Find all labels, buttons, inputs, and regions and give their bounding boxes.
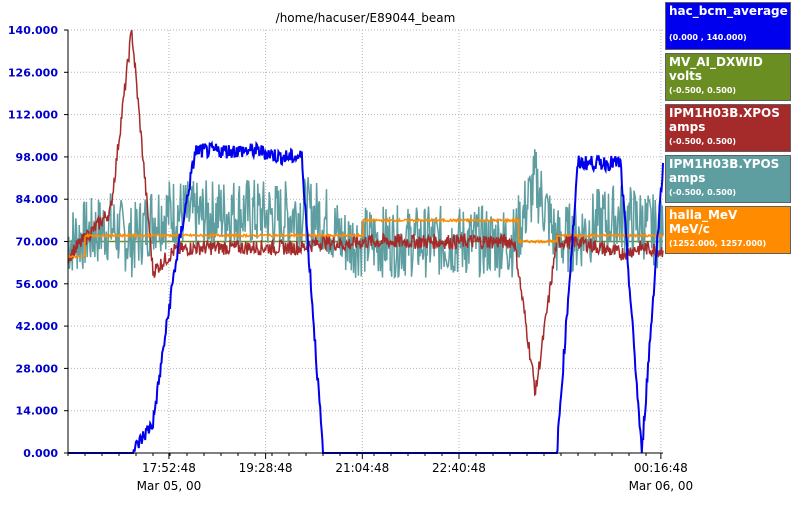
legend-series-name: hac_bcm_average — [669, 4, 788, 18]
y-tick-label: 84.000 — [16, 193, 59, 206]
y-tick-label: 14.000 — [16, 405, 59, 418]
x-tick-date-label: Mar 06, 00 — [629, 479, 694, 493]
y-tick-label: 70.000 — [16, 236, 59, 249]
legend-series-range: (1252.000, 1257.000) — [669, 239, 767, 248]
x-tick-date-label: Mar 05, 00 — [137, 479, 202, 493]
series-layer — [67, 29, 664, 454]
y-tick-label: 140.000 — [8, 24, 58, 37]
series-line-ipm1h03b-ypos — [67, 149, 664, 279]
x-tick-label: 21:04:48 — [335, 461, 389, 475]
x-tick-label: 22:40:48 — [432, 461, 486, 475]
series-line-hac-bcm-average — [68, 140, 664, 454]
legend-entry[interactable]: IPM1H03B.YPOS amps (-0.500, 0.500) — [665, 155, 791, 203]
legend-entry[interactable]: halla_MeV MeV/c (1252.000, 1257.000) — [665, 206, 791, 254]
y-tick-label: 126.000 — [8, 66, 58, 79]
legend-series-range: (-0.500, 0.500) — [669, 188, 737, 197]
y-tick-label: 28.000 — [16, 362, 59, 375]
y-tick-label: 56.000 — [16, 278, 59, 291]
legend-series-name: MV_AI_DXWID — [669, 55, 763, 69]
legend-entry[interactable]: hac_bcm_average (0.000 , 140.000) — [665, 2, 791, 50]
series-line-halla-mev — [67, 216, 664, 259]
legend-series-range: (0.000 , 140.000) — [669, 33, 747, 42]
legend-entry[interactable]: MV_AI_DXWID volts (-0.500, 0.500) — [665, 53, 791, 101]
legend-series-unit: amps — [669, 171, 706, 185]
series-line-ipm1h03b-xpos — [67, 29, 664, 397]
legend-series-name: halla_MeV — [669, 208, 738, 222]
y-tick-label: 112.000 — [8, 109, 58, 122]
x-tick-label: 19:28:48 — [239, 461, 293, 475]
y-axis-ticks: 0.000 14.000 28.000 42.000 56.000 70.000 84.00… — [8, 24, 68, 460]
legend-entry[interactable]: IPM1H03B.XPOS amps (-0.500, 0.500) — [665, 104, 791, 152]
legend-series-unit: amps — [669, 120, 706, 134]
legend-series-unit: volts — [669, 69, 703, 83]
legend-series-name: IPM1H03B.XPOS — [669, 106, 780, 120]
legend-series-name: IPM1H03B.YPOS — [669, 157, 780, 171]
chart-title: /home/hacuser/E89044_beam — [276, 11, 456, 25]
legend-series-range: (-0.500, 0.500) — [669, 86, 737, 95]
x-tick-label: 00:16:48 — [634, 461, 688, 475]
legend-series-unit: MeV/c — [669, 222, 710, 236]
x-axis-ticks: 17:52:48 Mar 05, 00 19:28:48 21:04:48 22:40:… — [67, 453, 694, 493]
x-tick-label: 17:52:48 — [142, 461, 196, 475]
y-tick-label: 42.000 — [16, 320, 59, 333]
legend-series-range: (-0.500, 0.500) — [669, 137, 737, 146]
y-tick-label: 98.000 — [16, 151, 59, 164]
y-tick-label: 0.000 — [23, 447, 58, 460]
